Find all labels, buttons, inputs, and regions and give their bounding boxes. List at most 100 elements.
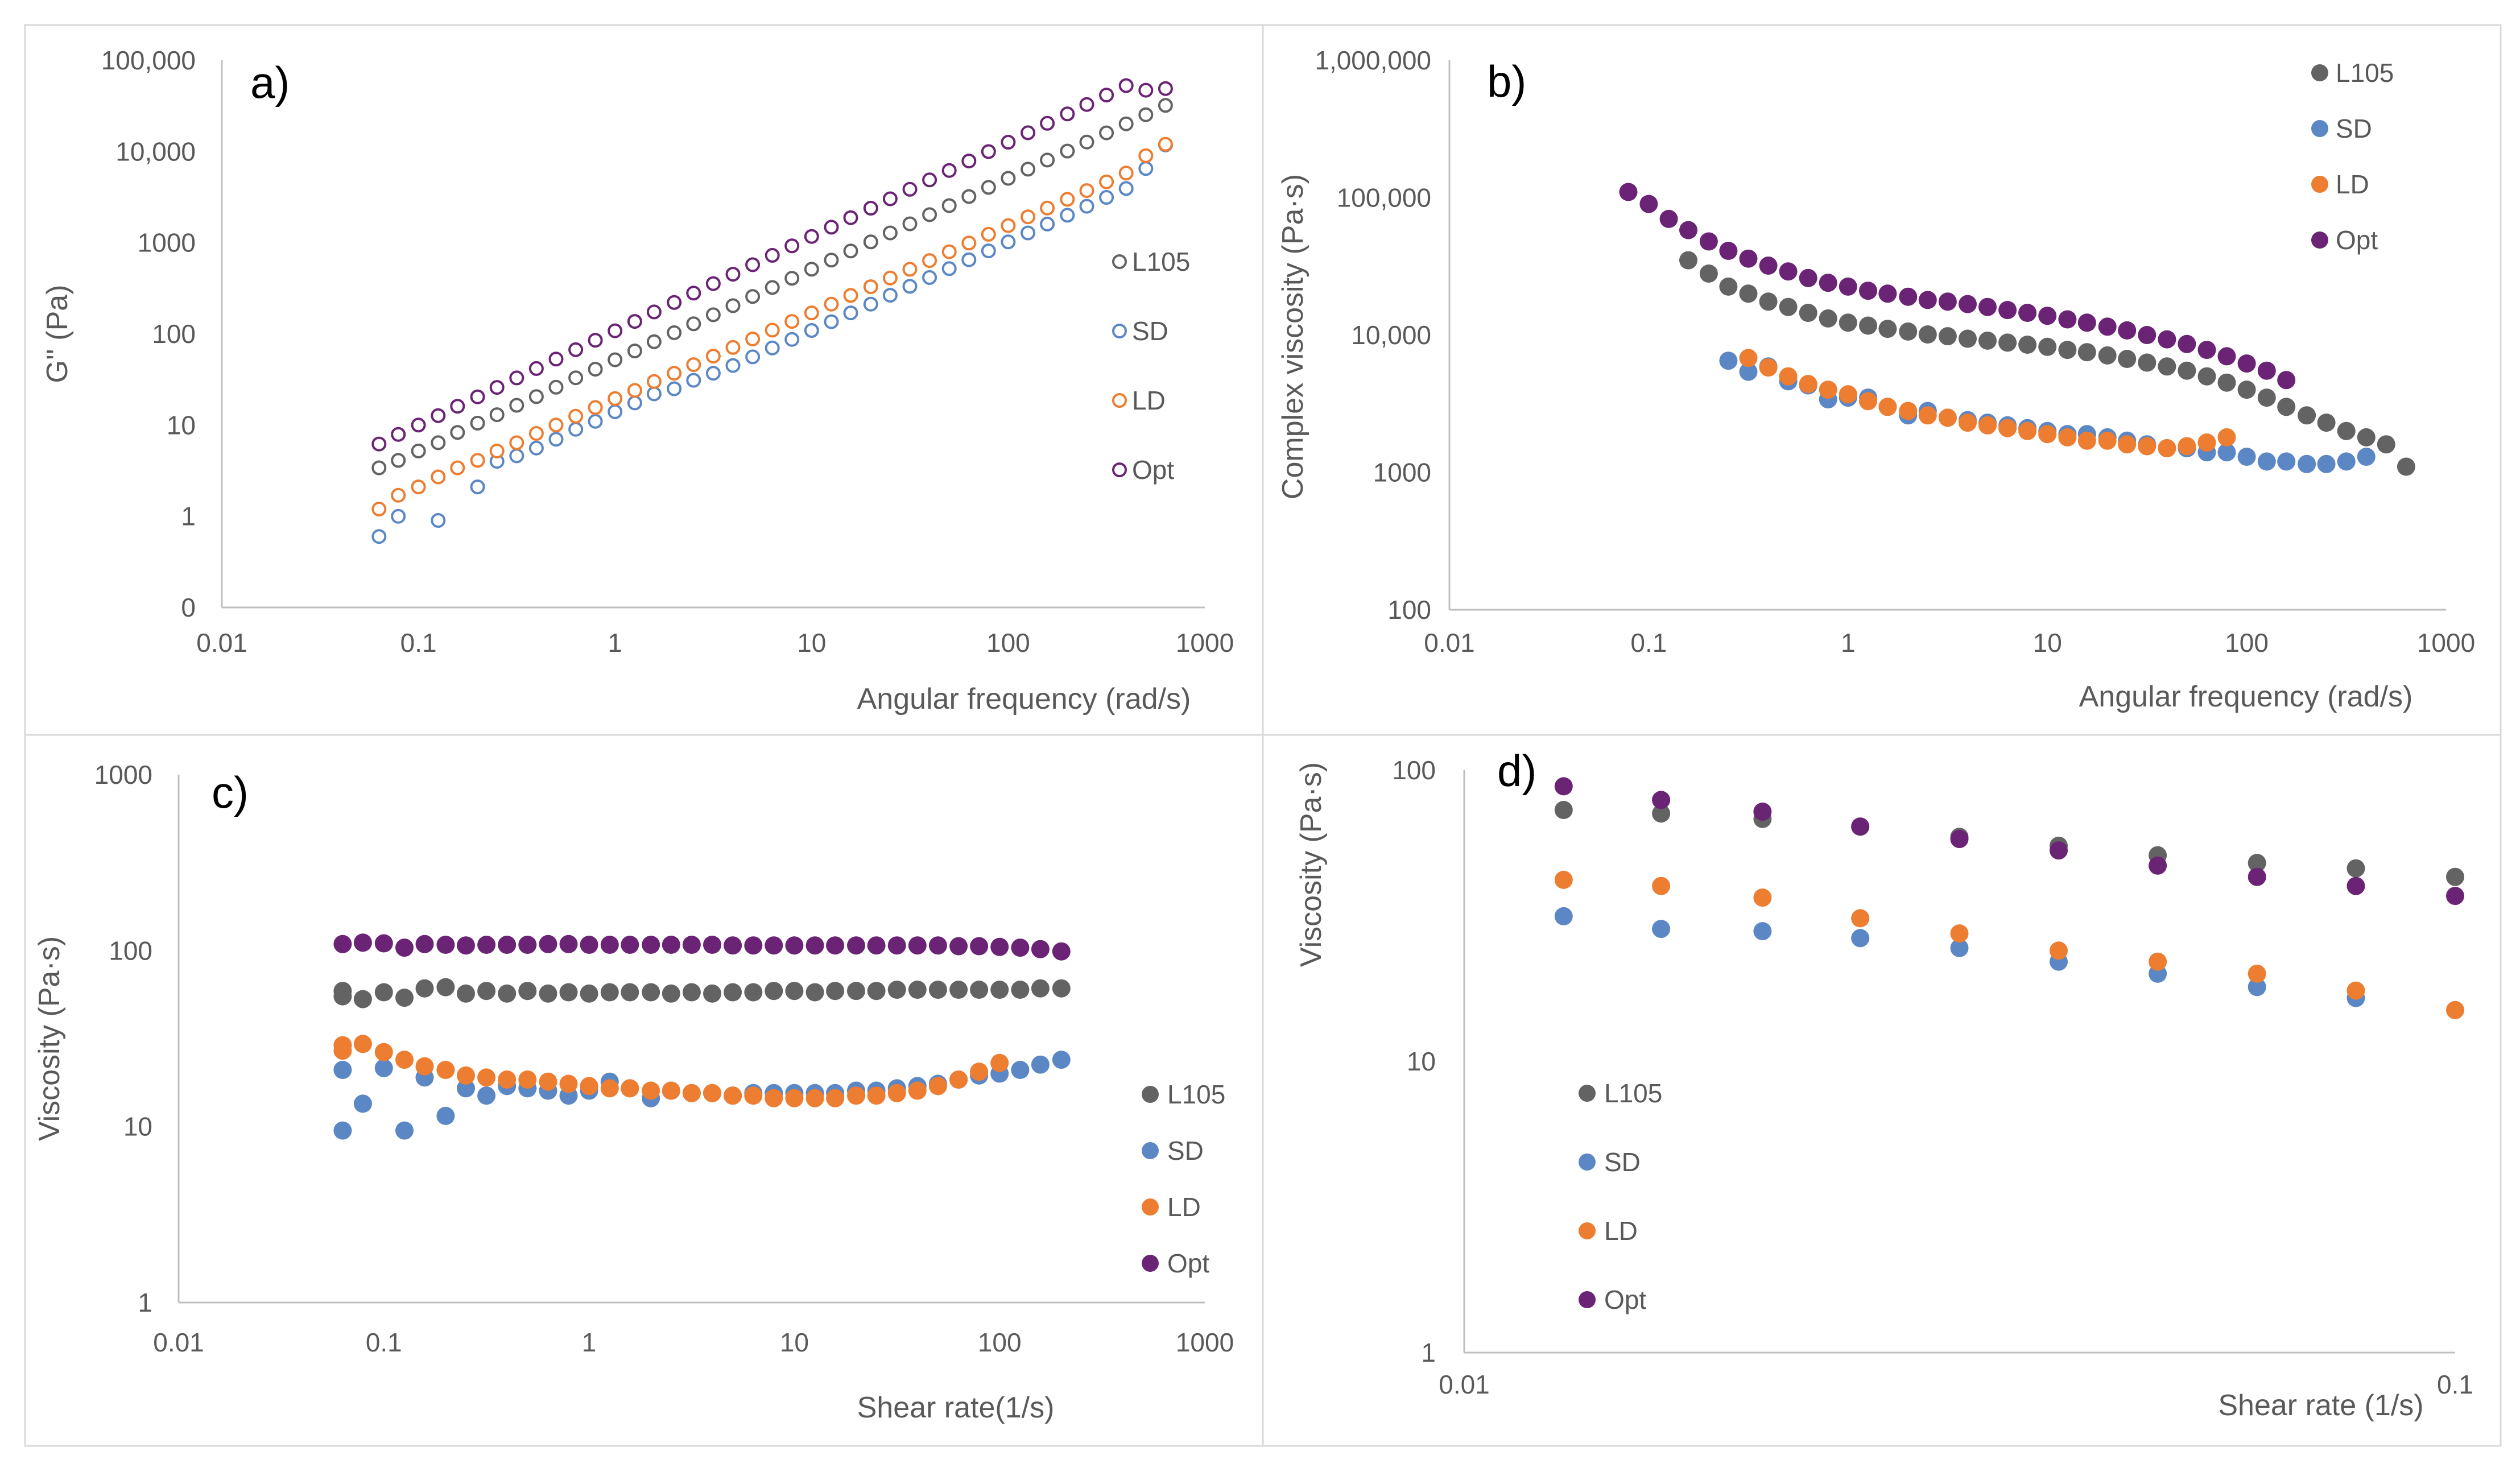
data-point-ld	[1878, 398, 1897, 416]
data-point-ld	[539, 1072, 557, 1091]
y-tick-label: 10	[123, 1112, 152, 1142]
legend-item-opt: Opt	[1579, 1285, 1646, 1314]
data-point-ld	[970, 1063, 989, 1081]
data-point-ld	[2347, 981, 2365, 1000]
data-point-l105	[990, 981, 1009, 999]
data-point-opt	[843, 210, 858, 225]
data-point-sd	[2248, 978, 2266, 997]
data-point-ld	[1739, 349, 1758, 367]
data-point-opt	[395, 939, 414, 957]
data-point-ld	[686, 357, 701, 373]
data-point-sd	[528, 440, 544, 456]
data-point-opt	[1899, 287, 1918, 306]
data-point-ld	[457, 1066, 475, 1085]
data-point-opt	[826, 936, 845, 955]
legend-item-opt: Opt	[1142, 1249, 1209, 1278]
data-point-ld	[1753, 888, 1772, 907]
data-point-l105	[580, 984, 598, 1003]
legend-marker	[1142, 1142, 1159, 1159]
series-l105	[333, 978, 1071, 1008]
data-point-opt	[703, 936, 721, 954]
y-tick-label: 1000	[138, 228, 196, 258]
data-point-opt	[1659, 209, 1678, 228]
data-point-l105	[662, 984, 680, 1003]
data-point-opt	[970, 937, 989, 956]
data-point-sd	[922, 270, 937, 285]
series-ld	[1739, 349, 2236, 457]
data-point-opt	[1759, 257, 1778, 275]
data-point-l105	[705, 307, 721, 323]
data-point-ld	[353, 1035, 372, 1053]
data-point-opt	[333, 935, 352, 953]
y-tick-label: 100	[109, 936, 152, 965]
data-point-opt	[470, 389, 485, 404]
data-point-opt	[941, 163, 957, 178]
data-point-ld	[843, 288, 858, 303]
data-point-ld	[1021, 209, 1036, 225]
x-axis-title: Shear rate (1/s)	[2218, 1389, 2423, 1422]
legend-item-l105: L105	[1579, 1078, 1662, 1108]
data-point-sd	[477, 1086, 496, 1105]
data-point-l105	[744, 983, 763, 1002]
legend-item-opt: Opt	[2311, 225, 2378, 255]
data-point-ld	[724, 1086, 742, 1105]
panel-frame	[1262, 734, 2502, 1447]
data-point-ld	[489, 443, 505, 458]
legend-marker	[1142, 1198, 1159, 1216]
data-point-l105	[1099, 125, 1114, 140]
data-point-opt	[1779, 262, 1798, 281]
data-point-sd	[1652, 920, 1671, 939]
data-point-ld	[642, 1081, 660, 1100]
data-point-ld	[415, 1057, 434, 1076]
data-point-sd	[2257, 452, 2276, 471]
data-point-l105	[470, 415, 485, 431]
data-point-opt	[2118, 321, 2137, 340]
data-point-l105	[847, 982, 865, 1001]
data-point-ld	[863, 279, 878, 295]
data-point-l105	[1699, 264, 1718, 283]
data-point-sd	[1060, 208, 1075, 223]
data-point-opt	[1839, 277, 1857, 296]
data-point-l105	[1799, 304, 1817, 322]
data-point-l105	[608, 352, 623, 367]
data-point-ld	[784, 314, 800, 329]
data-point-sd	[371, 529, 387, 544]
data-point-opt	[1978, 297, 1997, 316]
data-point-ld	[1938, 408, 1957, 427]
data-point-opt	[600, 936, 619, 954]
data-point-opt	[1052, 942, 1071, 961]
x-tick-label: 0.01	[196, 628, 247, 658]
data-point-sd	[374, 1059, 393, 1077]
legend-item-ld: LD	[1579, 1216, 1638, 1246]
data-point-sd	[353, 1094, 372, 1113]
data-point-ld	[2118, 435, 2137, 454]
legend-item-opt: Opt	[1112, 455, 1174, 485]
data-point-opt	[1918, 291, 1937, 309]
legend-marker	[1579, 1291, 1596, 1308]
data-point-opt	[1699, 232, 1718, 251]
x-tick-label: 0.01	[1439, 1370, 1490, 1399]
data-point-ld	[1918, 406, 1937, 425]
legend-marker	[1579, 1085, 1596, 1102]
data-point-ld	[882, 270, 898, 286]
data-point-ld	[627, 383, 642, 398]
panel-label: c)	[212, 767, 249, 817]
data-point-l105	[724, 983, 742, 1002]
data-point-ld	[908, 1081, 927, 1100]
data-point-ld	[2149, 952, 2167, 971]
data-point-opt	[2058, 310, 2077, 329]
data-point-opt	[1998, 301, 2017, 320]
data-point-sd	[705, 366, 721, 381]
legend-item-sd: SD	[1112, 316, 1168, 346]
data-point-ld	[2038, 425, 2057, 444]
data-point-l105	[1118, 116, 1134, 131]
data-point-l105	[805, 983, 824, 1002]
data-point-l105	[2058, 341, 2077, 359]
data-point-l105	[2237, 381, 2256, 399]
data-point-opt	[2347, 877, 2365, 895]
data-point-opt	[2178, 334, 2196, 353]
series-opt	[1554, 777, 2464, 906]
x-tick-label: 10	[797, 628, 826, 658]
data-point-l105	[882, 225, 898, 241]
data-point-opt	[559, 935, 578, 953]
